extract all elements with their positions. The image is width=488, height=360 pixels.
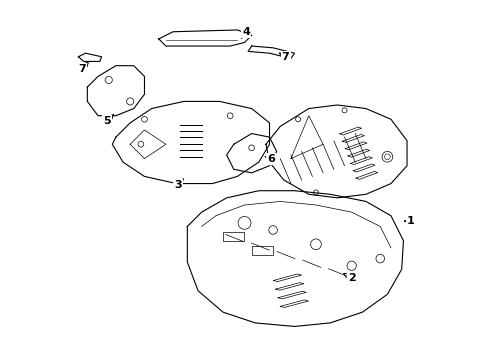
Text: 6: 6 bbox=[264, 154, 275, 164]
Text: 5: 5 bbox=[103, 114, 114, 126]
Text: 7: 7 bbox=[78, 62, 89, 74]
Text: 7: 7 bbox=[279, 52, 289, 62]
Bar bbox=[223, 232, 244, 241]
Text: 4: 4 bbox=[241, 27, 250, 38]
Text: 3: 3 bbox=[174, 179, 183, 190]
Text: 2: 2 bbox=[343, 273, 355, 283]
Text: 1: 1 bbox=[404, 216, 414, 226]
Bar bbox=[251, 246, 272, 255]
